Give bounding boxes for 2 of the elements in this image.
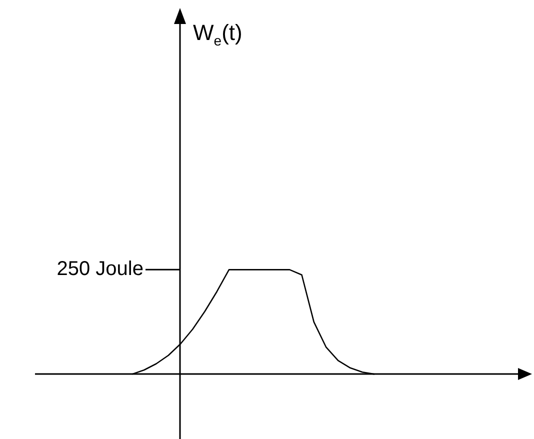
annotation: 250 Joule bbox=[56, 258, 144, 280]
text: W$_{e}$(t) bbox=[193, 20, 242, 48]
